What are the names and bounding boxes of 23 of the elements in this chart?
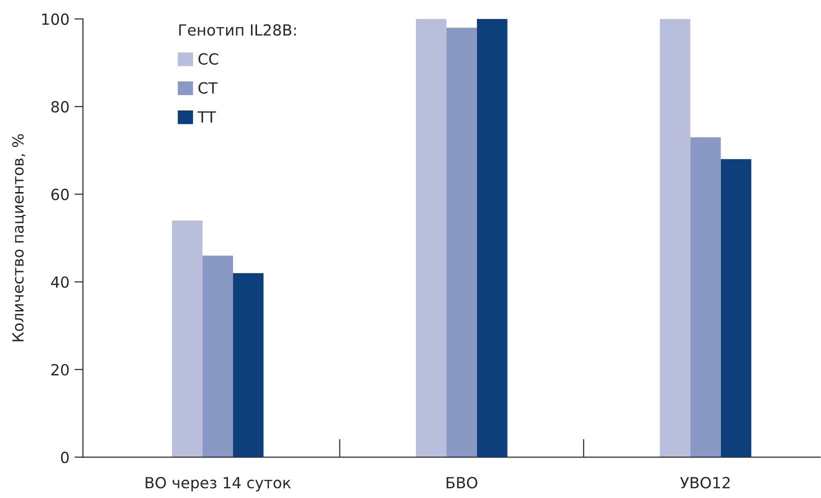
y-tick-label: 0 — [61, 452, 69, 464]
y-tick-label: 80 — [51, 101, 69, 113]
x-tick-label: УВО12 — [680, 476, 730, 488]
bar — [202, 256, 234, 458]
legend-title: Генотип IL28B: — [179, 24, 296, 36]
bar — [660, 18, 690, 458]
bar — [416, 18, 446, 458]
bar — [172, 220, 203, 458]
y-tick-label: 40 — [51, 276, 69, 288]
legend-label: TT — [198, 111, 216, 123]
y-tick-label: 60 — [51, 188, 69, 200]
y-axis-title: Количество пациентов, % — [12, 134, 26, 342]
bar — [233, 273, 264, 458]
legend-label: CT — [198, 82, 218, 94]
y-tick-label: 20 — [51, 364, 69, 376]
x-tick-label: БВО — [446, 476, 478, 488]
bar — [690, 137, 721, 458]
bar — [720, 159, 752, 458]
x-tick-label: ВО через 14 суток — [146, 476, 291, 492]
y-tick-label: 100 — [42, 13, 69, 25]
bar — [476, 18, 508, 458]
bar — [446, 28, 477, 458]
legend-label: CC — [198, 53, 218, 65]
